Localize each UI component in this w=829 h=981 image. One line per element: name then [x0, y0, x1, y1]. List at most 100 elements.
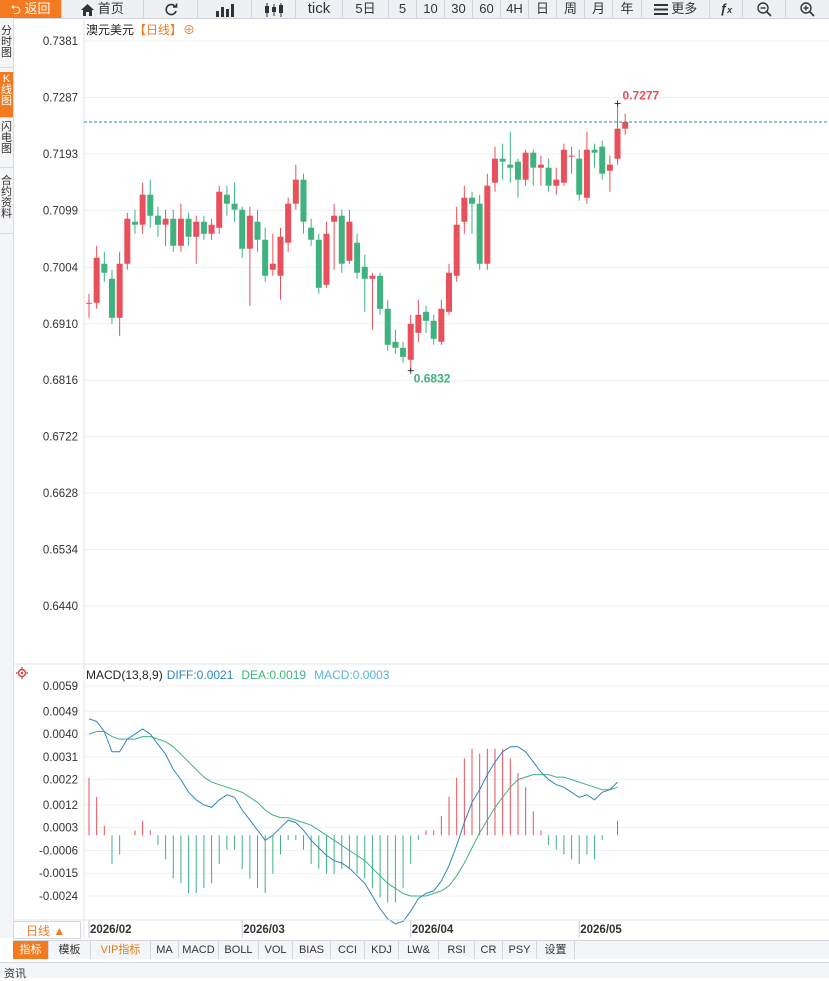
period-5-button[interactable]: 5 [389, 0, 417, 18]
indicator-tab-vol[interactable]: VOL [259, 941, 293, 959]
candle-body [308, 227, 315, 240]
candle-body [239, 209, 246, 249]
indicator-tab-bias[interactable]: BIAS [293, 941, 331, 959]
indicator-tab-settings[interactable]: 设置 [537, 941, 575, 959]
candle-body [285, 203, 292, 243]
top-toolbar: ⮌ 返回 首页 tick 5日 5 10 30 60 4H 日 周 月 年 更多… [0, 0, 829, 19]
candle-body [537, 164, 544, 168]
more-button[interactable]: 更多 [642, 0, 710, 18]
price-tick-label: 0.7287 [43, 92, 78, 104]
chart-type-button[interactable] [198, 0, 252, 18]
home-icon [81, 3, 95, 16]
refresh-button[interactable] [144, 0, 198, 18]
candle-body [507, 164, 514, 168]
candle-body [346, 221, 353, 261]
bar-chart-icon [215, 3, 234, 17]
period-day-button[interactable]: 日 [529, 0, 557, 18]
side-tab-flash[interactable]: 闪电图 [0, 120, 13, 168]
candle-body [354, 242, 361, 273]
refresh-icon [164, 3, 177, 15]
candle-type-button[interactable] [252, 0, 296, 18]
side-tab-bar: 分时图 K线图 闪电图 合约资料 [0, 18, 14, 938]
symbol-name: 澳元美元 [86, 23, 134, 37]
zoom-out-button[interactable] [743, 0, 786, 18]
candles [86, 103, 629, 371]
macd-tick-label: 0.0059 [43, 681, 78, 693]
indicator-tab-ma[interactable]: MA [151, 941, 179, 959]
candle-body [591, 149, 598, 153]
home-button[interactable]: 首页 [62, 0, 144, 18]
period-30-button[interactable]: 30 [445, 0, 473, 18]
indicator-tab-cci[interactable]: CCI [331, 941, 365, 959]
zoom-out-icon [756, 2, 772, 17]
candle-body [392, 341, 399, 348]
candle-body [262, 239, 269, 276]
indicator-tab-lw[interactable]: LW& [399, 941, 439, 959]
menu-icon [653, 4, 668, 16]
indicator-tab-template[interactable]: 模板 [49, 941, 91, 959]
candle-body [139, 194, 146, 225]
candle-body [300, 179, 307, 222]
macd-tick-label: 0.0031 [43, 752, 78, 764]
candle-body [101, 263, 108, 273]
price-tick-label: 0.7193 [43, 149, 78, 161]
period-year-button[interactable]: 年 [613, 0, 642, 18]
macd-title: MACD(13,8,9) [86, 668, 163, 682]
fiveday-button[interactable]: 5日 [343, 0, 389, 18]
macd-tick-label: 0.0022 [43, 775, 78, 787]
macd-macd-value: MACD:0.0003 [314, 668, 390, 682]
side-tab-kline[interactable]: K线图 [0, 72, 13, 118]
candle-body [277, 236, 284, 276]
candle-body [530, 152, 537, 168]
candle-body [461, 197, 468, 222]
news-tab[interactable]: 资讯 [4, 968, 26, 980]
tick-button[interactable]: tick [296, 0, 343, 18]
period-60-button[interactable]: 60 [473, 0, 501, 18]
candle-body [292, 179, 299, 204]
indicator-tab-vip[interactable]: VIP指标 [91, 941, 151, 959]
macd-tick-label: 0.0040 [43, 729, 78, 741]
period-week-button[interactable]: 周 [557, 0, 585, 18]
indicator-tab-rsi[interactable]: RSI [439, 941, 475, 959]
candle-body [491, 158, 498, 183]
candle-body [384, 308, 391, 345]
candle-body [323, 233, 330, 285]
back-arrow-icon: ⮌ [10, 1, 21, 17]
indicator-tab-psy[interactable]: PSY [503, 941, 537, 959]
indicator-tab-indicators[interactable]: 指标 [13, 941, 49, 959]
candle-body [93, 257, 100, 303]
macd-dea-line [88, 731, 618, 897]
macd-histogram [88, 748, 619, 903]
price-tick-label: 0.7004 [43, 262, 79, 274]
period-dropdown[interactable]: 日线 ▲ [13, 921, 81, 939]
side-tab-timeshare[interactable]: 分时图 [0, 24, 13, 68]
zoom-in-button[interactable] [786, 0, 829, 18]
candle-body [606, 164, 613, 171]
candle-body [170, 218, 177, 246]
macd-dea-value: DEA:0.0019 [241, 668, 306, 682]
price-tick-label: 0.6534 [43, 545, 79, 557]
candle-body [361, 266, 368, 279]
chart-area[interactable]: 0.7381 0.7287 0.7193 0.7099 0.7004 0.6910 0.68… [0, 0, 829, 940]
indicator-tab-kdj[interactable]: KDJ [365, 941, 399, 959]
indicator-tab-macd[interactable]: MACD [179, 941, 219, 959]
candle-body [553, 179, 560, 186]
candle-body [560, 149, 567, 183]
indicator-tab-cr[interactable]: CR [475, 941, 503, 959]
indicator-tab-boll[interactable]: BOLL [219, 941, 259, 959]
candle-body [193, 221, 200, 237]
candle-body [476, 203, 483, 264]
period-4h-button[interactable]: 4H [501, 0, 529, 18]
side-tab-contract[interactable]: 合约资料 [0, 174, 13, 234]
low-annotation: 0.6832 [414, 372, 451, 386]
price-tick-label: 0.6440 [43, 601, 78, 613]
back-button[interactable]: ⮌ 返回 [0, 0, 62, 18]
macd-header: MACD(13,8,9) DIFF:0.0021 DEA:0.0019 MACD:0.… [86, 668, 390, 682]
candle-body [446, 272, 453, 312]
formula-button[interactable]: ƒx [710, 0, 743, 18]
candle-body [124, 218, 131, 264]
period-10-button[interactable]: 10 [417, 0, 445, 18]
period-month-button[interactable]: 月 [585, 0, 613, 18]
settings-icon[interactable] [16, 667, 28, 679]
period-label: 【日线】 [134, 23, 182, 37]
